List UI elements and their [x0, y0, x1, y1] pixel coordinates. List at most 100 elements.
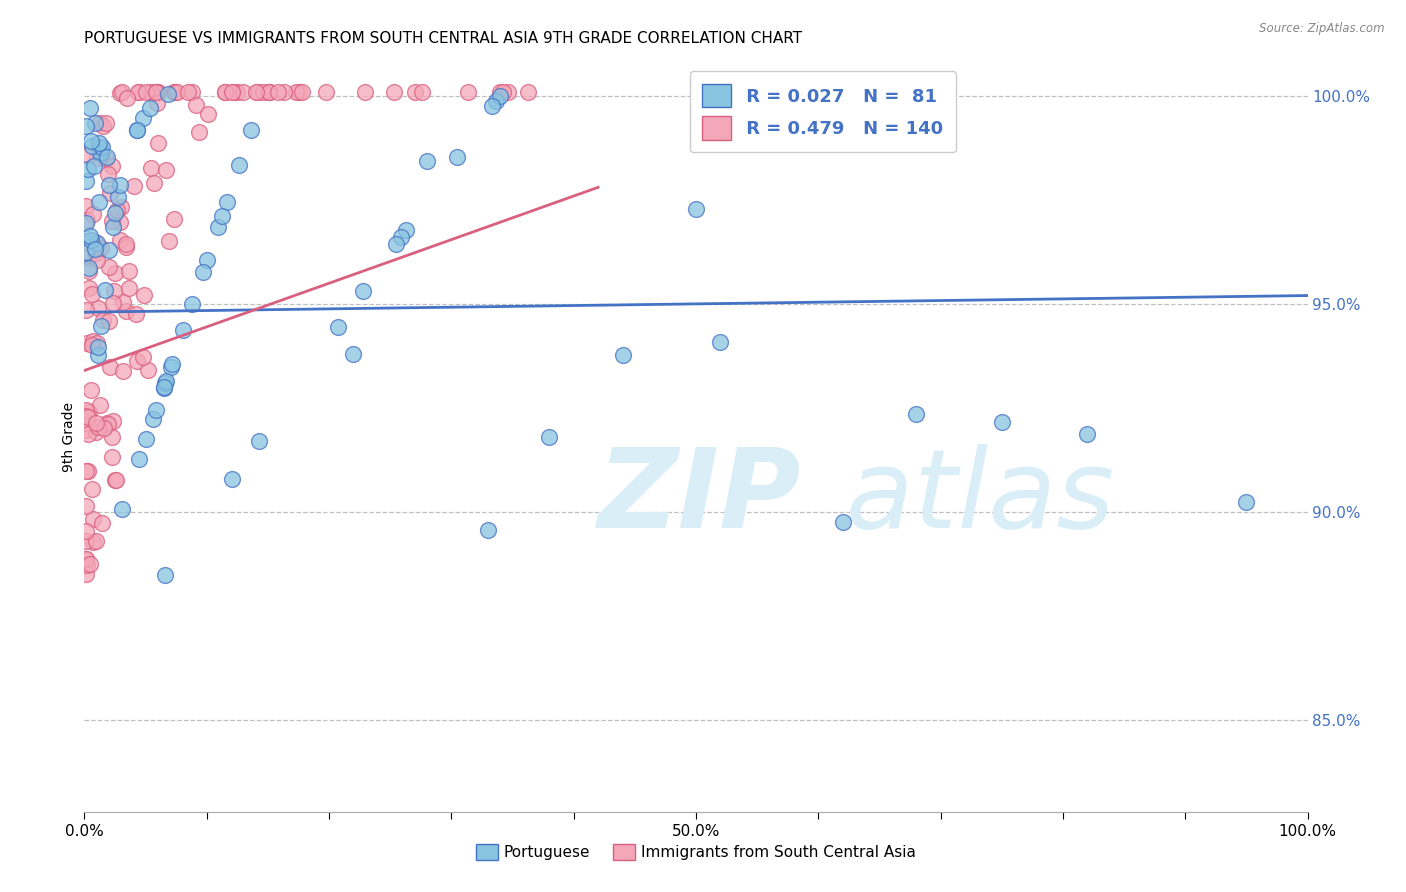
Point — [77, 264, 100, 278]
Point — [84, 425, 107, 440]
Point — [191, 265, 214, 279]
Point — [87, 420, 110, 434]
Point — [96, 150, 118, 164]
Point — [221, 472, 243, 486]
Point — [75, 534, 97, 549]
Point — [98, 243, 121, 257]
Point — [79, 101, 101, 115]
Point — [75, 551, 97, 566]
Point — [342, 347, 364, 361]
Point — [75, 499, 97, 513]
Point — [155, 376, 177, 390]
Text: Source: ZipAtlas.com: Source: ZipAtlas.com — [1260, 22, 1385, 36]
Point — [148, 136, 170, 150]
Point — [86, 348, 108, 362]
Point — [288, 85, 311, 99]
Point — [457, 85, 479, 99]
Point — [82, 287, 104, 301]
Point — [385, 237, 408, 252]
Point — [159, 359, 181, 374]
Point — [77, 464, 100, 478]
Point — [79, 261, 101, 276]
Point — [104, 474, 127, 488]
Point — [411, 85, 433, 99]
Point — [97, 178, 120, 193]
Point — [110, 200, 132, 214]
Point — [77, 251, 100, 265]
Point — [127, 123, 149, 137]
Point — [111, 294, 134, 309]
Point — [75, 566, 97, 581]
Point — [155, 163, 177, 178]
Point — [89, 140, 111, 154]
Point — [82, 207, 104, 221]
Point — [155, 374, 177, 388]
Point — [114, 240, 136, 254]
Point — [188, 125, 211, 139]
Point — [177, 85, 200, 99]
Title: PORTUGUESE VS IMMIGRANTS FROM SOUTH CENTRAL ASIA 9TH GRADE CORRELATION CHART: PORTUGUESE VS IMMIGRANTS FROM SOUTH CENT… — [84, 31, 803, 46]
Point — [76, 416, 98, 430]
Point — [75, 464, 97, 478]
Point — [107, 190, 129, 204]
Point — [77, 281, 100, 295]
Point — [153, 567, 176, 582]
Point — [115, 91, 138, 105]
Point — [75, 552, 97, 566]
Point — [77, 426, 100, 441]
Point — [215, 194, 238, 209]
Point — [395, 223, 418, 237]
Point — [145, 85, 167, 99]
Point — [146, 85, 169, 99]
Point — [612, 348, 634, 362]
Point — [132, 350, 155, 364]
Point — [831, 515, 853, 529]
Point — [84, 534, 107, 549]
Point — [240, 122, 263, 136]
Point — [709, 335, 731, 350]
Point — [516, 85, 538, 99]
Point — [139, 161, 162, 175]
Point — [477, 523, 499, 537]
Point — [195, 252, 218, 267]
Point — [83, 242, 105, 256]
Point — [76, 213, 98, 227]
Point — [82, 535, 104, 549]
Point — [100, 186, 122, 200]
Point — [76, 235, 98, 249]
Point — [91, 313, 114, 327]
Point — [89, 145, 111, 160]
Point — [76, 524, 98, 538]
Point — [122, 178, 145, 193]
Point — [75, 423, 97, 437]
Point — [145, 403, 167, 417]
Point — [257, 85, 280, 99]
Y-axis label: 9th Grade: 9th Grade — [62, 402, 76, 472]
Point — [211, 209, 233, 223]
Point — [127, 354, 149, 368]
Point — [207, 220, 229, 235]
Point — [247, 434, 270, 448]
Point — [77, 405, 100, 419]
Point — [404, 85, 426, 99]
Point — [416, 154, 439, 169]
Point — [84, 235, 107, 249]
Point — [354, 85, 377, 99]
Point — [991, 415, 1014, 429]
Point — [75, 245, 97, 260]
Point — [108, 233, 131, 247]
Point — [172, 323, 194, 337]
Point — [90, 241, 112, 255]
Point — [232, 85, 254, 99]
Point — [84, 416, 107, 430]
Point — [75, 174, 97, 188]
Point — [97, 260, 120, 274]
Point — [132, 287, 155, 301]
Point — [101, 159, 124, 173]
Point — [79, 558, 101, 572]
Point — [135, 85, 157, 99]
Point — [86, 252, 108, 267]
Point — [273, 85, 295, 99]
Point — [105, 202, 128, 217]
Point — [79, 228, 101, 243]
